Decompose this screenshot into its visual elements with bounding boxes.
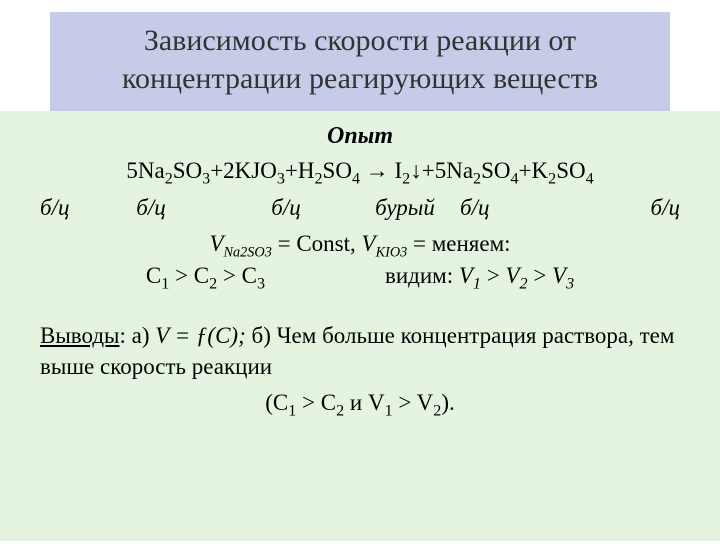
label-item: б/ц (560, 195, 680, 221)
final-inequality: (С1 > С2 и V1 > V2). (40, 390, 680, 421)
experiment-label: Опыт (40, 123, 680, 150)
eq-term: H2SO4 (298, 158, 360, 183)
label-item: б/ц (80, 195, 222, 221)
concentrations-line: С1 > С2 > С3видим: V1 > V2 > V3 (40, 263, 680, 294)
eq-term: I2↓ (395, 158, 422, 183)
volumes-const-line: VNa2SO3 = Const, VKIO3 = меняем: (40, 231, 680, 262)
slide-title: Зависимость скорости реакции от концентр… (50, 12, 670, 111)
eq-term: K2SO4 (532, 158, 594, 183)
label-item: б/ц (460, 195, 560, 221)
eq-term: 5Na2SO4 (435, 158, 519, 183)
label-item: бурый (350, 195, 460, 221)
equation: 5Na2SO3+2KJO3+H2SO4 → I2↓+5Na2SO4+K2SO4 (40, 156, 680, 191)
arrow-icon: → (366, 158, 389, 183)
slide: Зависимость скорости реакции от концентр… (0, 12, 720, 552)
eq-term: 5Na2SO3 (126, 158, 210, 183)
conclusion-label: Выводы (40, 323, 120, 348)
slide-body: Опыт 5Na2SO3+2KJO3+H2SO4 → I2↓+5Na2SO4+K… (0, 111, 720, 541)
eq-term: 2KJO3 (223, 158, 285, 183)
label-item: б/ц (40, 195, 80, 221)
conclusion-text: Выводы: а) V = ƒ(С); б) Чем больше конце… (40, 320, 680, 382)
label-item: б/ц (222, 195, 350, 221)
color-labels-row: б/ц б/ц б/ц бурый б/ц б/ц (40, 195, 680, 221)
